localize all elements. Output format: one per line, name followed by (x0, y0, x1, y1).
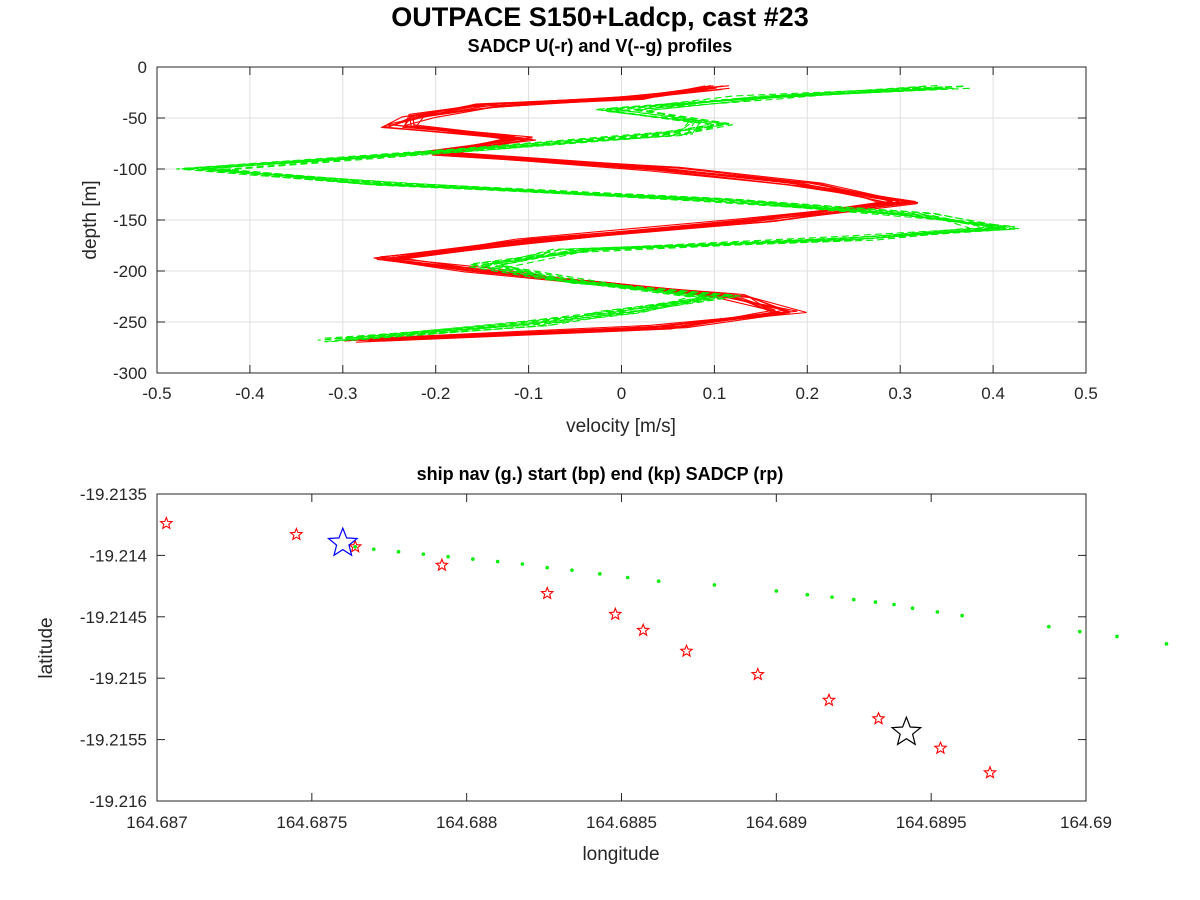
ship-nav-point (570, 568, 574, 572)
ship-nav-point (892, 602, 896, 607)
profile-u-line (368, 85, 883, 342)
ship-nav-point (935, 610, 940, 614)
profiles-y-tick-label: 0 (138, 58, 147, 77)
ship-nav-point (520, 562, 525, 566)
nav-x-tick-label: 164.6895 (896, 813, 967, 832)
nav-y-tick-label: -19.214 (89, 546, 147, 565)
nav-chart: 164.687 164.6875 164.688 164.6885 164.689 164… (36, 485, 1169, 865)
nav-ticks: 164.687 164.6875 164.688 164.6885 164.689 164… (80, 485, 1112, 832)
ship-nav-point (545, 565, 549, 570)
ship-nav-point (598, 572, 602, 576)
ship-nav-point (910, 606, 915, 611)
profiles-ticks: -0.5 -0.4 -0.3 -0.2 -0.1 0 0.1 0.2 0.3 0.4 0.5 0 -50… (113, 58, 1098, 403)
profiles-chart-title: SADCP U(-r) and V(--g) profiles (467, 36, 733, 56)
profiles-x-tick-label: -0.4 (235, 384, 264, 403)
ship-nav-point (873, 600, 878, 604)
profiles-x-tick-label: -0.3 (328, 384, 357, 403)
profile-v-line (215, 87, 1008, 343)
sadcp-star-point (348, 539, 363, 553)
profiles-y-tick-label: -100 (113, 160, 147, 179)
ship-nav-point (851, 597, 856, 602)
nav-chart-title: ship nav (g.) start (bp) end (kp) SADCP … (416, 464, 784, 484)
profiles-x-tick-label: -0.2 (421, 384, 450, 403)
sadcp-star-point (933, 740, 948, 755)
sadcp-star-point (434, 557, 450, 572)
nav-y-tick-label: -19.216 (89, 792, 147, 811)
profile-v-line (216, 86, 1015, 340)
ship-nav-point (495, 559, 500, 564)
profiles-y-tick-label: -200 (113, 262, 147, 281)
nav-x-tick-label: 164.69 (1060, 813, 1112, 832)
sadcp-star-point (159, 515, 174, 530)
nav-plot-area (157, 494, 1086, 801)
nav-y-tick-label: -19.2145 (80, 608, 147, 627)
ship-nav-point (421, 552, 426, 556)
nav-x-tick-label: 164.6875 (276, 813, 347, 832)
profile-v-line (203, 87, 999, 343)
sadcp-star-point (871, 711, 886, 725)
profiles-x-tick-label: 0 (617, 384, 626, 403)
sadcp-star-point (636, 622, 651, 637)
profiles-y-tick-label: -50 (122, 109, 147, 128)
ship-nav-point (712, 583, 717, 587)
ship-nav-point (656, 579, 661, 583)
figure-title: OUTPACE S150+Ladcp, cast #23 (391, 2, 809, 32)
nav-x-tick-label: 164.6885 (586, 813, 657, 832)
nav-y-tick-label: -19.2155 (80, 731, 147, 750)
profiles-y-tick-label: -300 (113, 364, 147, 383)
profiles-y-axis-label: depth [m] (80, 180, 101, 259)
sadcp-star-point (540, 585, 555, 600)
profiles-x-tick-label: -0.5 (142, 384, 171, 403)
profiles-x-tick-label: -0.1 (514, 384, 543, 403)
profiles-series-group (176, 84, 1020, 343)
nav-x-tick-label: 164.687 (126, 813, 187, 832)
sadcp-star-point (750, 667, 765, 681)
sadcp-star-point (821, 692, 837, 707)
profiles-x-tick-label: 0.4 (981, 384, 1005, 403)
ship-nav-point (471, 557, 475, 561)
sadcp-star-point (289, 527, 304, 541)
ship-nav-point (830, 595, 834, 599)
nav-y-tick-label: -19.215 (89, 669, 147, 688)
profiles-y-tick-label: -150 (113, 211, 147, 230)
ship-nav-point (960, 613, 964, 618)
end-star-point (890, 715, 923, 746)
ship-nav-point (1047, 624, 1051, 629)
nav-x-tick-label: 164.688 (436, 813, 497, 832)
ship-nav-point (446, 554, 450, 559)
ship-nav-point (1078, 629, 1082, 634)
profile-u-line (355, 87, 900, 343)
nav-y-axis-label: latitude (36, 617, 57, 678)
nav-x-axis-label: longitude (582, 844, 659, 865)
profiles-chart: -0.5 -0.4 -0.3 -0.2 -0.1 0 0.1 0.2 0.3 0.4 0.5 0 -50… (80, 58, 1098, 437)
ship-nav-point (1115, 634, 1119, 639)
profiles-x-tick-label: 0.2 (795, 384, 819, 403)
ship-nav-point (774, 589, 779, 593)
profile-u-line (379, 88, 908, 341)
profiles-x-axis-label: velocity [m/s] (566, 416, 676, 437)
profiles-x-tick-label: 0.1 (703, 384, 727, 403)
nav-y-tick-label: -19.2135 (80, 485, 147, 504)
sadcp-star-point (608, 606, 623, 621)
profiles-x-tick-label: 0.3 (888, 384, 912, 403)
profiles-y-tick-label: -250 (113, 313, 147, 332)
ship-nav-point (625, 575, 630, 580)
start-star-point (326, 526, 359, 557)
profile-v-line (209, 88, 1016, 340)
ship-nav-point (1164, 642, 1169, 646)
profile-v-line (186, 87, 1006, 340)
sadcp-star-point (679, 643, 694, 658)
profiles-x-tick-label: 0.5 (1074, 384, 1098, 403)
ship-nav-point (353, 545, 357, 549)
ship-nav-point (396, 549, 401, 554)
nav-x-tick-label: 164.689 (746, 813, 807, 832)
profile-v-line (195, 85, 1002, 342)
ship-nav-point (805, 592, 810, 597)
ship-nav-point (371, 547, 376, 552)
nav-marks-group (159, 515, 1169, 779)
sadcp-star-point (982, 765, 998, 779)
